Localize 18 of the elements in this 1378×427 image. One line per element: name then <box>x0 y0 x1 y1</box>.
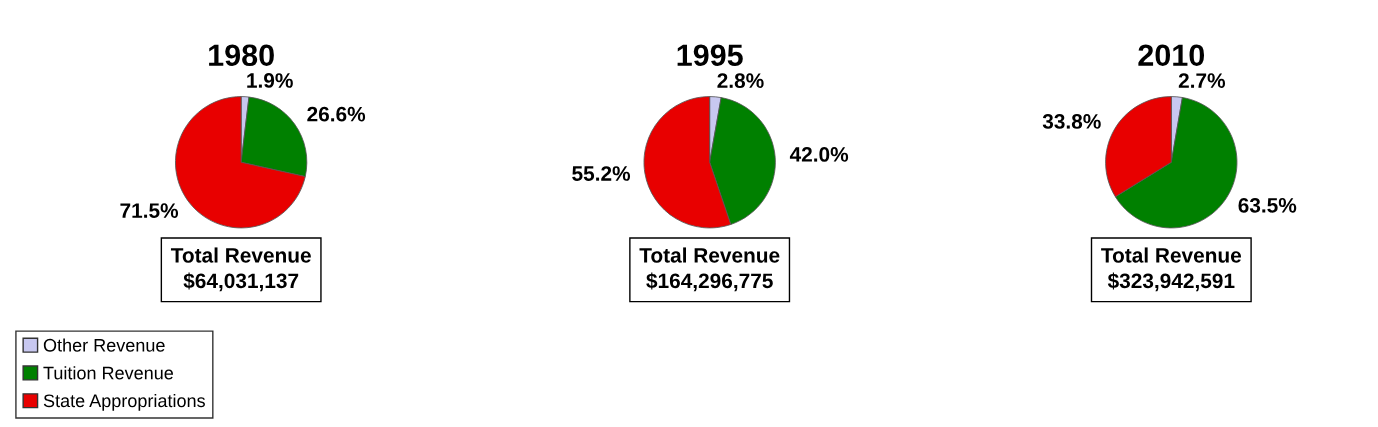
data-label: 1.9% <box>247 73 293 88</box>
legend-label: Tuition Revenue <box>43 366 174 380</box>
data-label: 26.6% <box>307 106 366 122</box>
data-label: 63.5% <box>1238 197 1297 213</box>
data-label: 42.0% <box>789 147 849 162</box>
legend-label: Other Revenue <box>43 338 165 352</box>
legend-label: State Appropriations <box>43 393 205 411</box>
chart-title: 2010 <box>1138 44 1205 67</box>
text: Total Revenue $164,296,775 <box>639 247 780 292</box>
data-label: 71.5% <box>120 203 179 218</box>
data-label: 2.8% <box>717 73 764 89</box>
chart-title: 1995 <box>677 44 743 67</box>
data-label: 55.2% <box>572 166 631 181</box>
chart-title: 1980 <box>209 44 274 67</box>
data-label: 33.8% <box>1042 114 1101 129</box>
data-label: 2.7% <box>1178 73 1226 88</box>
text: Total Revenue $323,942,591 <box>1101 247 1242 292</box>
text: Total Revenue $64,031,137 <box>170 247 311 292</box>
